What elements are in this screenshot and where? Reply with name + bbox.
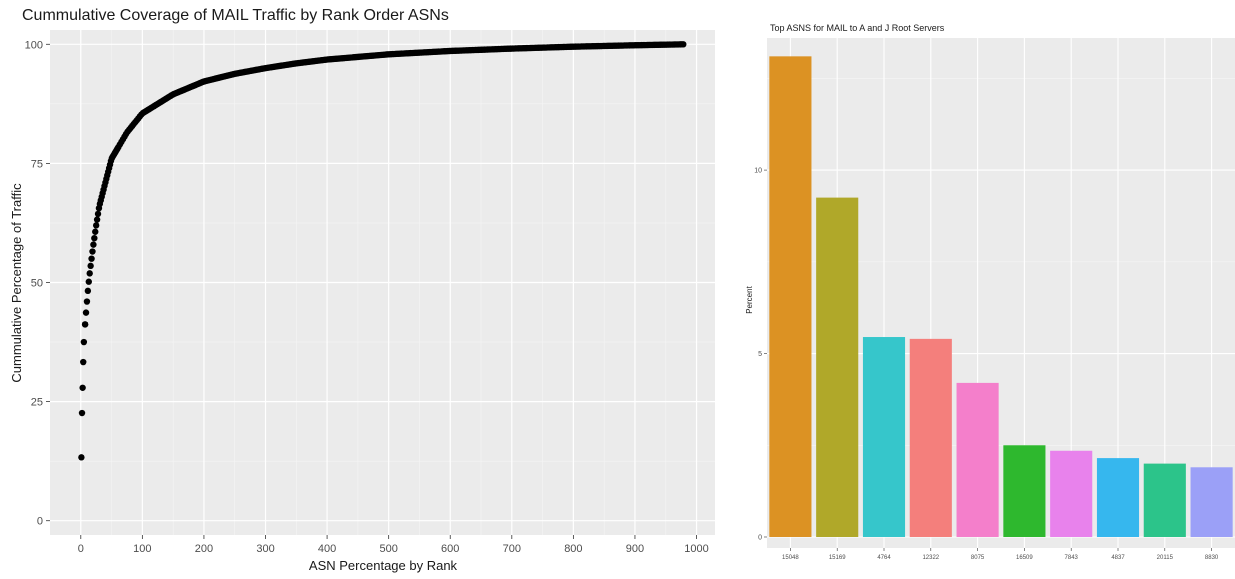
left-x-tick-label: 0 <box>78 543 84 555</box>
left-x-tick-label: 700 <box>503 543 521 555</box>
bar-asn-15169 <box>816 197 859 537</box>
right-y-tick-labels: 0 5 10 <box>754 168 767 541</box>
left-data-point <box>85 278 92 285</box>
right-x-tick-label: 8830 <box>1205 555 1219 561</box>
left-data-point <box>90 241 97 248</box>
left-data-point <box>94 210 102 218</box>
bar-asn-20115 <box>1143 463 1186 537</box>
bar-asn-4837 <box>1096 458 1140 537</box>
left-y-tick-label: 50 <box>31 278 43 290</box>
right-x-tick-label: 12322 <box>922 555 939 561</box>
left-y-axis-label: Cummulative Percentage of Traffic <box>9 183 24 383</box>
right-y-tick-label: 10 <box>754 168 762 175</box>
left-data-point <box>80 358 87 366</box>
left-x-tick-label: 500 <box>379 543 397 555</box>
right-y-tick-label: 5 <box>758 351 762 358</box>
left-x-tick-label: 800 <box>564 543 582 555</box>
right-x-tick-label: 7843 <box>1065 555 1079 561</box>
left-data-point <box>88 255 95 262</box>
left-x-tick-label: 1000 <box>684 543 708 555</box>
left-x-axis-label: ASN Percentage by Rank <box>309 558 458 573</box>
right-x-tick-label: 20115 <box>1157 555 1174 561</box>
left-data-point <box>84 287 92 295</box>
left-data-point <box>82 309 90 316</box>
bar-asn-16509 <box>1003 445 1046 537</box>
left-y-tick-label: 25 <box>31 397 43 409</box>
right-y-axis-label: Percent <box>745 285 754 313</box>
left-data-point <box>83 298 91 305</box>
left-data-point <box>86 270 93 277</box>
left-y-tick-labels: 0 25 50 75 100 <box>25 39 50 528</box>
left-data-point <box>80 338 88 346</box>
bar-asn-8830 <box>1190 467 1233 537</box>
left-chart-title: Cummulative Coverage of MAIL Traffic by … <box>22 7 449 24</box>
left-data-point <box>680 41 687 48</box>
left-data-point <box>78 409 86 417</box>
left-x-tick-label: 400 <box>318 543 336 555</box>
left-data-point <box>79 384 86 391</box>
right-x-tick-label: 16509 <box>1016 555 1033 561</box>
right-x-tick-label: 8075 <box>971 555 985 561</box>
right-x-tick-label: 15169 <box>829 555 846 561</box>
cumulative-coverage-chart: 0 100 200 300 400 500 600 700 800 900 1000 0 25 50 75… <box>9 7 715 573</box>
left-x-tick-label: 200 <box>195 543 213 555</box>
left-data-point <box>81 321 89 328</box>
right-bars <box>769 56 1233 537</box>
left-y-tick-label: 75 <box>31 158 43 170</box>
bar-asn-8075 <box>956 382 999 537</box>
left-data-point <box>91 234 98 242</box>
bar-asn-7843 <box>1050 450 1093 537</box>
right-chart-title: Top ASNS for MAIL to A and J Root Server… <box>770 23 945 33</box>
left-data-point <box>93 216 101 223</box>
left-data-point <box>92 222 100 229</box>
right-x-tick-label: 4764 <box>877 555 891 561</box>
right-y-tick-label: 0 <box>758 534 762 541</box>
bar-asn-4764 <box>862 337 906 537</box>
left-data-point <box>92 228 99 235</box>
left-x-tick-labels: 0 100 200 300 400 500 600 700 800 900 1000 <box>78 535 709 555</box>
right-x-tick-label: 15048 <box>782 555 799 561</box>
right-x-tick-label: 4837 <box>1111 555 1125 561</box>
left-x-tick-label: 600 <box>441 543 459 555</box>
bar-asn-12322 <box>909 338 952 537</box>
left-y-tick-label: 0 <box>37 516 43 528</box>
left-y-tick-label: 100 <box>25 39 43 51</box>
right-x-tick-labels: 15048 15169 4764 12322 8075 16509 7843 4837 2011… <box>782 548 1219 561</box>
bar-asn-15048 <box>769 56 812 537</box>
top-asns-bar-chart: 15048 15169 4764 12322 8075 16509 7843 4837 2011… <box>745 23 1235 561</box>
left-data-points <box>78 41 687 461</box>
left-data-point <box>87 262 94 270</box>
left-x-tick-label: 300 <box>256 543 274 555</box>
left-x-tick-label: 900 <box>626 543 644 555</box>
left-data-point <box>78 454 85 461</box>
left-data-point <box>89 248 96 255</box>
left-x-tick-label: 100 <box>133 543 151 555</box>
left-gridlines <box>50 30 715 535</box>
